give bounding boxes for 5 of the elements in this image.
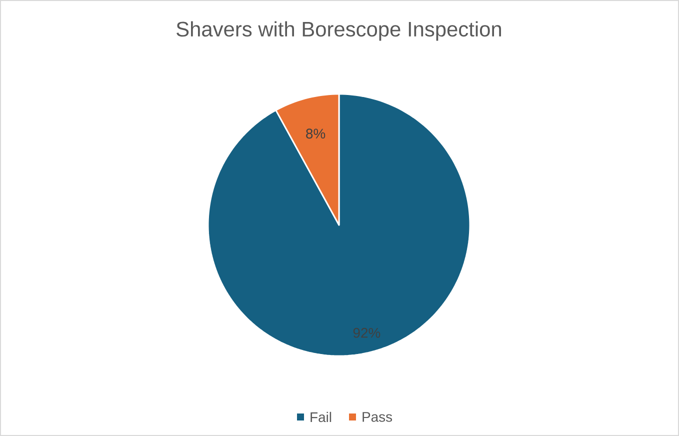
legend-label: Fail (310, 412, 332, 422)
chart-title: Shavers with Borescope Inspection (176, 21, 501, 41)
data-label: 8% (306, 128, 326, 139)
data-label: 92% (353, 328, 380, 338)
legend-label: Pass (362, 412, 392, 422)
